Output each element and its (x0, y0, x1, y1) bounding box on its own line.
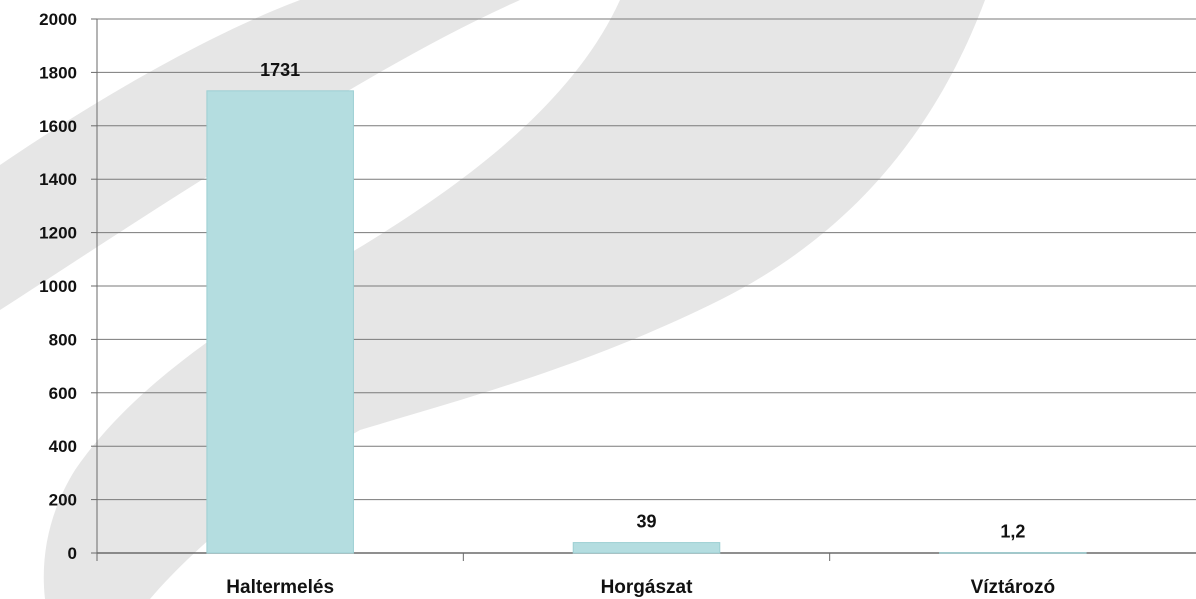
bars (206, 90, 1087, 554)
bar-horgászat (572, 542, 721, 554)
gridlines (97, 18, 1196, 501)
x-category-label: Víztározó (971, 577, 1055, 598)
bar-haltermelés (206, 90, 354, 554)
background-band-upper (0, 0, 520, 310)
y-tick-label: 1600 (39, 117, 77, 136)
bar-víztározó (939, 552, 1087, 554)
data-label: 39 (636, 512, 656, 532)
y-tick-label: 1000 (39, 277, 77, 296)
background-decoration (0, 0, 985, 599)
x-category-label: Horgászat (601, 577, 694, 598)
data-label: 1731 (260, 60, 300, 80)
labels: 0 200 400 600 800 1000 1200 1400 1600 1800 2000 173… (39, 10, 1055, 598)
y-tick-label: 1400 (39, 170, 77, 189)
y-tick-label: 1800 (39, 63, 77, 82)
y-tick-label: 200 (49, 491, 77, 510)
data-label: 1,2 (1000, 522, 1025, 542)
y-tick-label: 800 (49, 330, 77, 349)
y-tick-label: 1200 (39, 224, 77, 243)
x-category-label: Haltermelés (226, 577, 334, 598)
y-tick-label: 400 (49, 437, 77, 456)
y-tick-label: 600 (49, 384, 77, 403)
y-tick-label: 0 (68, 544, 77, 563)
y-tick-label: 2000 (39, 10, 77, 29)
